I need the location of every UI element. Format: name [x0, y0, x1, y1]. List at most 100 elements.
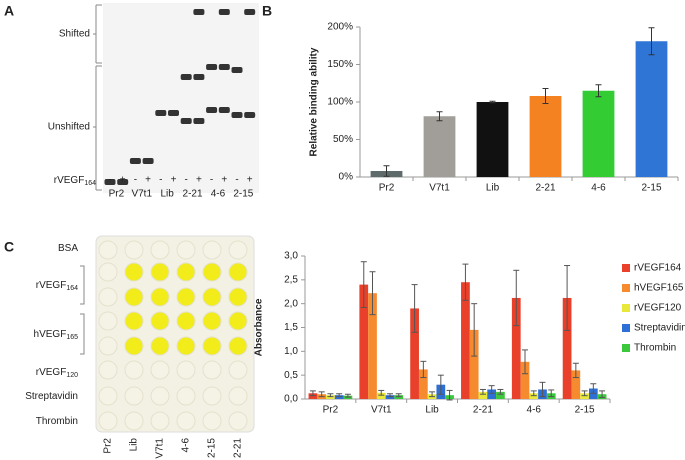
column-label: V7t1 [155, 438, 166, 459]
lane-sign: + [171, 175, 177, 186]
lane-sign: + [221, 175, 227, 186]
plate-well [228, 336, 248, 356]
column-label: 2-15 [207, 438, 218, 458]
x-tick-label: 4-6 [527, 405, 542, 416]
x-tick-label: 2-15 [641, 183, 661, 194]
gel-band [218, 9, 230, 15]
plate-well [150, 240, 170, 260]
plate-image [95, 235, 255, 433]
panel-letter: B [262, 3, 272, 19]
plate-well [150, 336, 170, 356]
plate-well [150, 360, 170, 380]
plate-well [176, 262, 196, 282]
lane-sign: - [185, 175, 188, 186]
y-tick-label: 50% [333, 134, 353, 145]
plate-well [98, 411, 118, 431]
bar [476, 102, 509, 177]
x-tick-label: 2-21 [473, 405, 493, 416]
gel-bracket-tick [93, 33, 96, 128]
bar [461, 282, 470, 399]
y-tick-label: 1,0 [284, 346, 298, 357]
plate-well [176, 240, 196, 260]
y-tick-label: 2,0 [284, 298, 298, 309]
gel-band [206, 64, 218, 70]
plate-well [98, 311, 118, 331]
plate-well [124, 240, 144, 260]
plate-well [202, 411, 222, 431]
plate-well [202, 360, 222, 380]
gel-band [193, 74, 205, 80]
row-label: hVEGF165 [34, 329, 79, 341]
legend-label: hVEGF165 [634, 283, 684, 294]
legend-swatch [622, 344, 630, 352]
y-tick-label: 3,0 [284, 251, 298, 262]
lane-label: 2-21 [183, 189, 203, 200]
x-tick-label: Lib [486, 183, 500, 194]
plate: BSArVEGF164hVEGF165rVEGF120StreptavidinT… [25, 240, 248, 459]
plate-bracket [80, 265, 85, 355]
plate-well [150, 411, 170, 431]
plate-well [228, 287, 248, 307]
label-text: rVEGF [54, 175, 85, 186]
plate-well [176, 311, 196, 331]
plate-well [228, 386, 248, 406]
row-label: rVEGF164 [36, 280, 78, 292]
panel-letter: C [4, 239, 14, 255]
plate-well [202, 262, 222, 282]
bar [511, 297, 521, 399]
bar [368, 293, 377, 399]
gel-band [218, 107, 230, 113]
label-sub: 164 [84, 180, 96, 187]
gel: - +Pr2- +V7t1- +Lib- +2-21- +4-6- +2-15 [104, 9, 256, 200]
bar [529, 96, 562, 177]
y-tick-label: 150% [327, 59, 353, 70]
legend-label: rVEGF120 [634, 303, 682, 314]
lane-sign: - [235, 175, 238, 186]
bar [410, 308, 419, 399]
x-tick-label: Pr2 [323, 405, 339, 416]
legend-swatch [622, 304, 630, 312]
row-label: rVEGF120 [36, 367, 78, 379]
lane-label: Pr2 [109, 189, 125, 200]
bar [635, 41, 668, 177]
bar [376, 392, 386, 399]
gel-label: Unshifted [48, 122, 90, 133]
label-sub: 120 [66, 372, 78, 379]
row-label: Thrombin [36, 416, 78, 427]
gel-band [193, 9, 205, 15]
plate-well [124, 386, 144, 406]
x-tick-label: V7t1 [371, 405, 392, 416]
plate-well [124, 262, 144, 282]
plate-well [176, 360, 196, 380]
bar [571, 370, 581, 399]
legend-swatch [622, 324, 630, 332]
y-tick-label: 2,5 [284, 274, 298, 285]
plate-well [176, 386, 196, 406]
lane-label: Lib [160, 189, 174, 200]
column-label: 4-6 [181, 438, 192, 453]
lane-sign: - [210, 175, 213, 186]
plate-well [124, 311, 144, 331]
plate-well [176, 336, 196, 356]
gel-band [206, 107, 218, 113]
lane-label: 4-6 [211, 189, 226, 200]
plate-well [124, 411, 144, 431]
plate-well [202, 311, 222, 331]
label-sub: 164 [66, 285, 78, 292]
legend-label: Streptavidin [634, 323, 685, 334]
x-tick-label: 4-6 [591, 183, 606, 194]
charts: B Relative binding ability 0% 50% 100% 150% 20… [254, 3, 685, 416]
gel-band [155, 110, 167, 116]
plate-well [98, 336, 118, 356]
y-tick-label: 0% [339, 172, 354, 183]
gel-bracket [95, 4, 102, 191]
plate-well [228, 360, 248, 380]
bar [478, 391, 488, 399]
plate-well [228, 311, 248, 331]
label-text: Streptavidin [25, 391, 78, 402]
x-tick-label: 2-21 [535, 183, 555, 194]
lane-label: 2-15 [233, 189, 253, 200]
label-text: hVEGF [34, 329, 67, 340]
gel-band [193, 118, 205, 124]
plate-well [228, 262, 248, 282]
